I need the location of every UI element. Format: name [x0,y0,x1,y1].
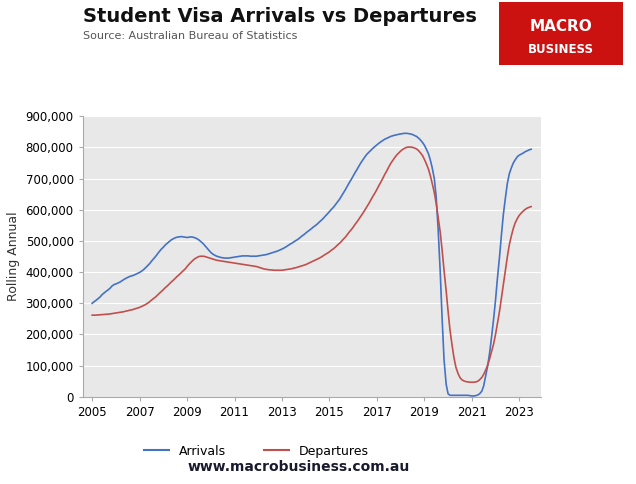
Text: BUSINESS: BUSINESS [529,43,594,56]
Line: Arrivals: Arrivals [92,133,531,396]
Departures [312,257,319,263]
Line: Departures: Departures [92,147,531,382]
Text: www.macrobusiness.com.au: www.macrobusiness.com.au [188,460,410,474]
Departures [185,261,193,267]
Departures [404,144,412,150]
Arrivals [523,148,531,154]
Text: MACRO: MACRO [530,19,593,34]
Arrivals [401,130,408,136]
Departures [523,205,531,211]
Departures [288,266,296,272]
Arrivals [270,249,278,255]
Arrivals [527,146,535,152]
Departures [527,204,535,210]
Arrivals [185,234,193,240]
Text: Student Visa Arrivals vs Departures: Student Visa Arrivals vs Departures [83,7,476,26]
Arrivals [312,223,319,228]
Departures [88,312,96,318]
Arrivals [258,252,266,258]
Arrivals [468,393,476,399]
Departures [258,265,266,271]
Arrivals [88,301,96,306]
Y-axis label: Rolling Annual: Rolling Annual [7,212,20,302]
Departures [270,267,278,273]
Departures [466,379,474,385]
Text: Source: Australian Bureau of Statistics: Source: Australian Bureau of Statistics [83,31,297,42]
Legend: Arrivals, Departures: Arrivals, Departures [139,439,374,463]
Arrivals [288,240,296,246]
